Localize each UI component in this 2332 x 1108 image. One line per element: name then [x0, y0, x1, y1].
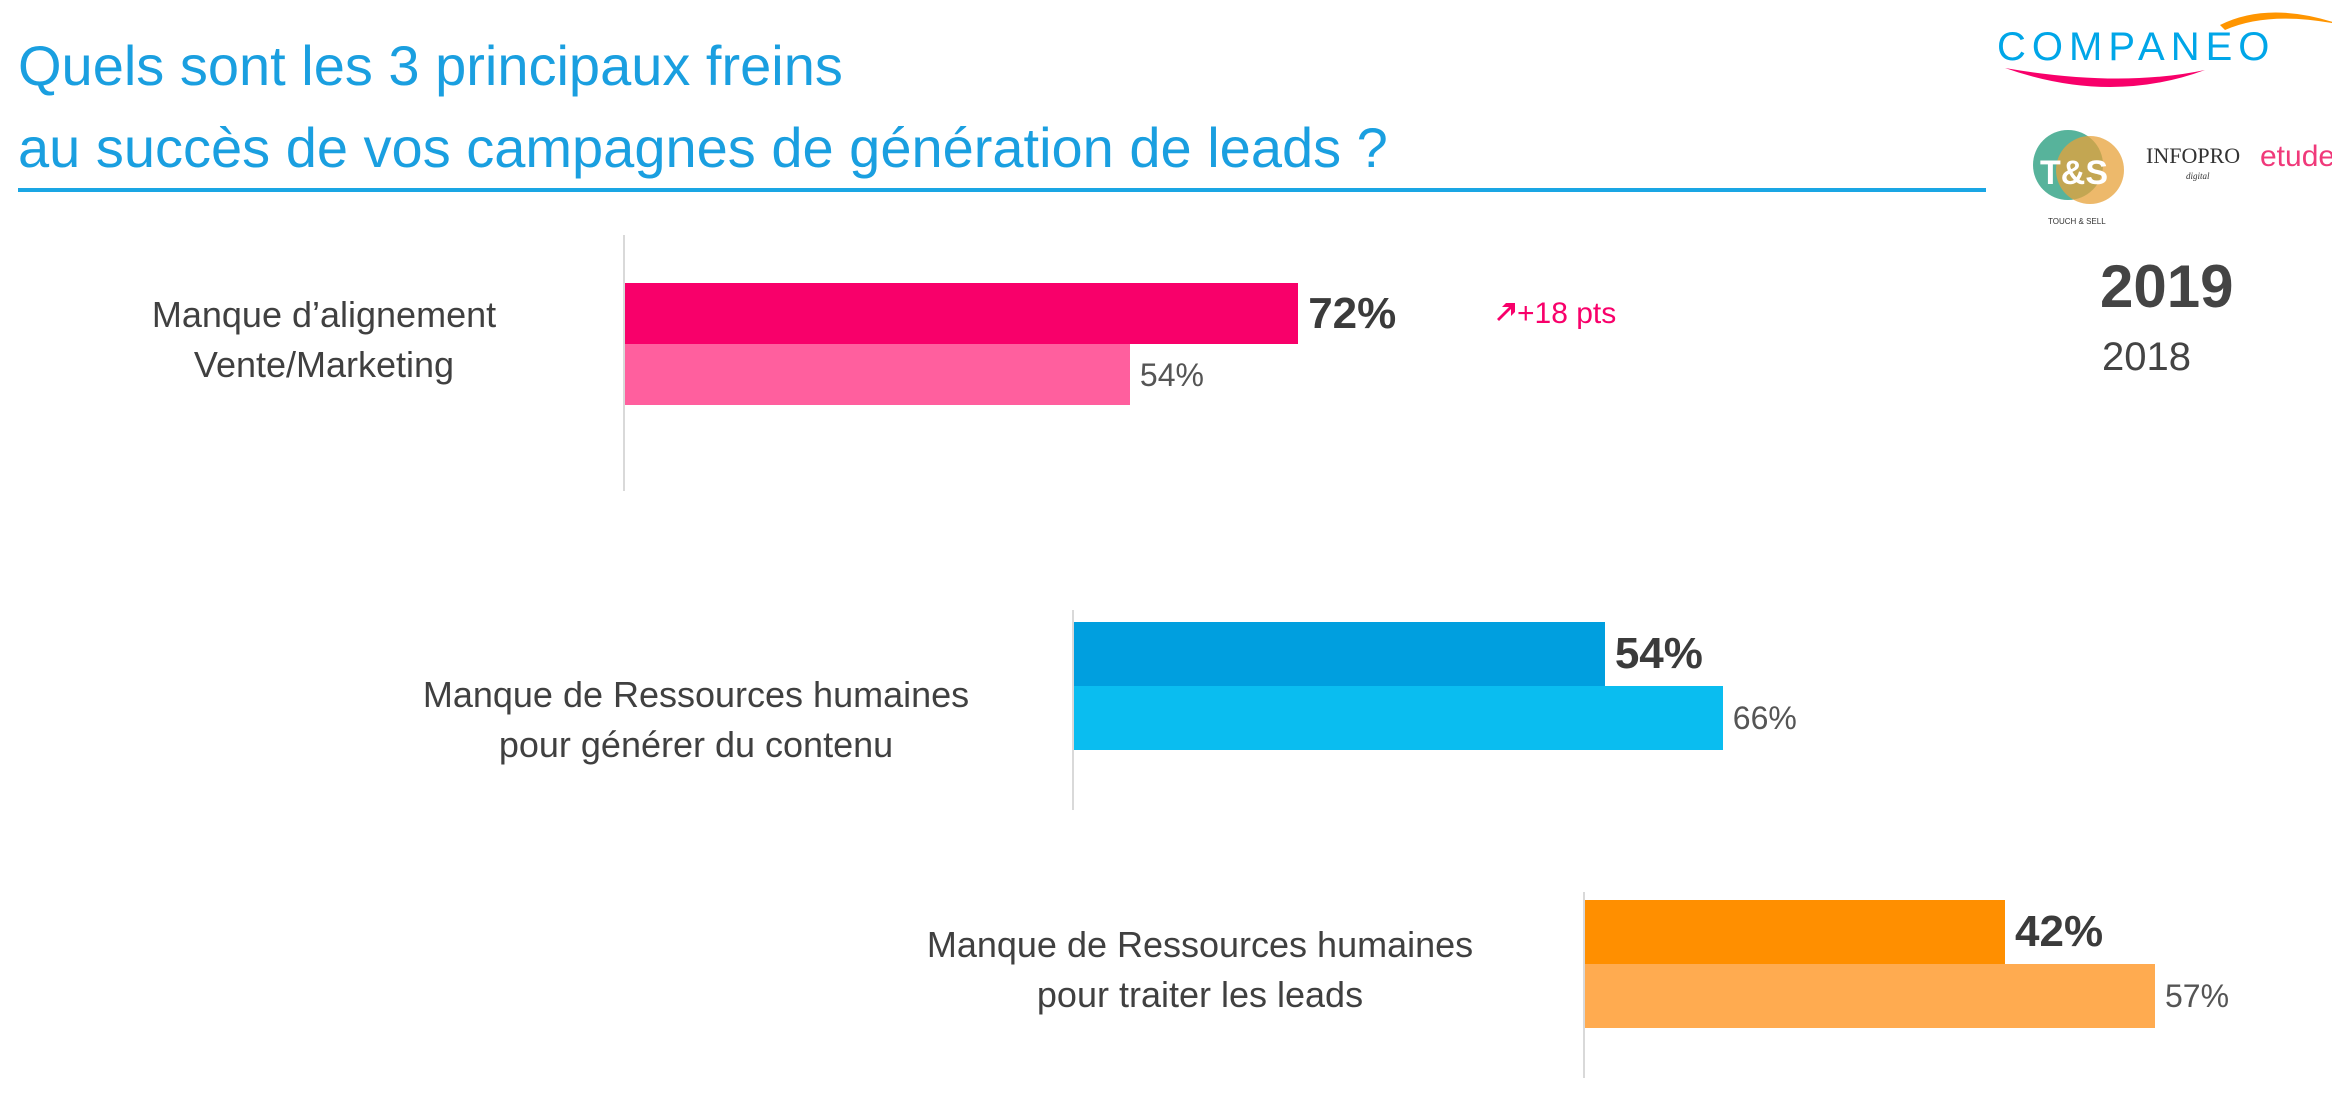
category-label: Manque de Ressources humaines pour traite… [900, 920, 1500, 1020]
axis-line [623, 235, 625, 491]
category-label-line: pour générer du contenu [498, 724, 894, 765]
value-label-2018: 57% [2165, 978, 2230, 1014]
category-label: Manque d’alignement Vente/Marketing [24, 290, 624, 390]
value-label-2018: 54% [1139, 356, 1204, 393]
value-label-2019: 54% [1614, 629, 1703, 678]
etudes-text: etudes [2260, 140, 2332, 173]
logos: COMPANEO T&S TOUCH & SELL INFOPRO digita… [1990, 0, 2332, 226]
title-underline [18, 188, 1986, 192]
companeo-text: COMPANEO [1997, 25, 2275, 69]
bar-2019 [1585, 900, 2005, 964]
bar-2019 [625, 283, 1299, 344]
axis-line [1072, 610, 1074, 810]
infopro-text: INFOPRO [2146, 143, 2241, 168]
bar-2019 [1074, 622, 1605, 686]
delta-text: +18 pts [1517, 297, 1617, 330]
value-label-2019: 72% [1308, 288, 1397, 338]
delta-annotation: +18 pts [1495, 297, 1616, 331]
ts-sub: TOUCH & SELL [2048, 217, 2106, 226]
bar-2018 [625, 344, 1130, 405]
category-label-line: pour traiter les leads [1036, 974, 1364, 1015]
companeo-logo: COMPANEO [1997, 12, 2332, 88]
category-label-line: Vente/Marketing [193, 344, 455, 385]
legend-2019: 2019 [2100, 253, 2234, 320]
value-label-2018: 66% [1732, 700, 1797, 736]
category-label-line: Manque de Ressources humaines [422, 674, 970, 715]
infopro-sub: digital [2186, 171, 2210, 181]
bar-2018 [1074, 686, 1723, 750]
category-label-line: Manque d’alignement [151, 294, 497, 335]
category-label-line: Manque de Ressources humaines [926, 924, 1474, 965]
legend-2018: 2018 [2102, 335, 2191, 379]
axis-line [1583, 892, 1585, 1078]
ts-text: T&S [2040, 154, 2108, 192]
arrow-up-right-icon [1495, 297, 1517, 330]
title-line-2: au succès de vos campagnes de génération… [18, 116, 1388, 179]
category-label: Manque de Ressources humaines pour génére… [396, 670, 996, 770]
value-label-2019: 42% [2015, 907, 2104, 956]
ts-logo: T&S TOUCH & SELL [2033, 130, 2124, 226]
bar-2018 [1585, 964, 2155, 1028]
title-line-1: Quels sont les 3 principaux freins [18, 34, 843, 97]
